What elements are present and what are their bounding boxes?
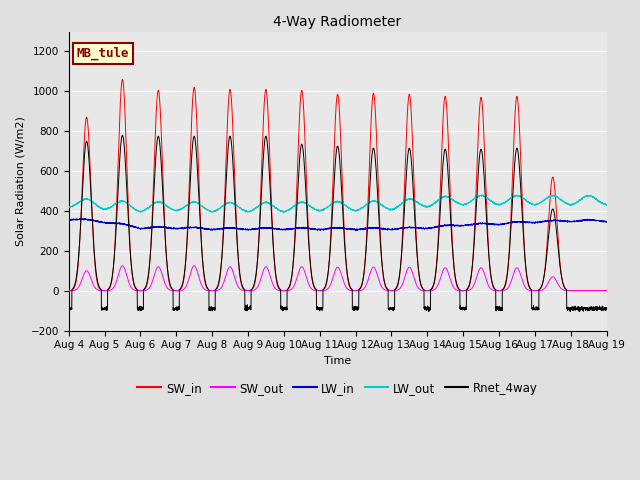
Title: 4-Way Radiometer: 4-Way Radiometer [273,15,402,29]
Y-axis label: Solar Radiation (W/m2): Solar Radiation (W/m2) [15,116,25,246]
Text: MB_tule: MB_tule [77,47,129,60]
X-axis label: Time: Time [324,356,351,366]
Legend: SW_in, SW_out, LW_in, LW_out, Rnet_4way: SW_in, SW_out, LW_in, LW_out, Rnet_4way [132,377,543,399]
